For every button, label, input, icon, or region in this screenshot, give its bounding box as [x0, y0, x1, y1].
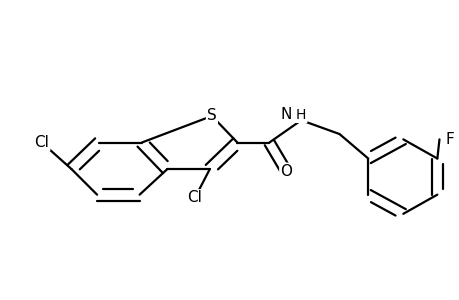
Text: Cl: Cl	[187, 190, 202, 205]
Text: F: F	[445, 132, 453, 147]
Text: O: O	[280, 164, 292, 179]
Text: N: N	[280, 107, 291, 122]
Text: S: S	[207, 109, 216, 124]
Text: H: H	[296, 108, 306, 122]
Text: Cl: Cl	[34, 135, 49, 150]
